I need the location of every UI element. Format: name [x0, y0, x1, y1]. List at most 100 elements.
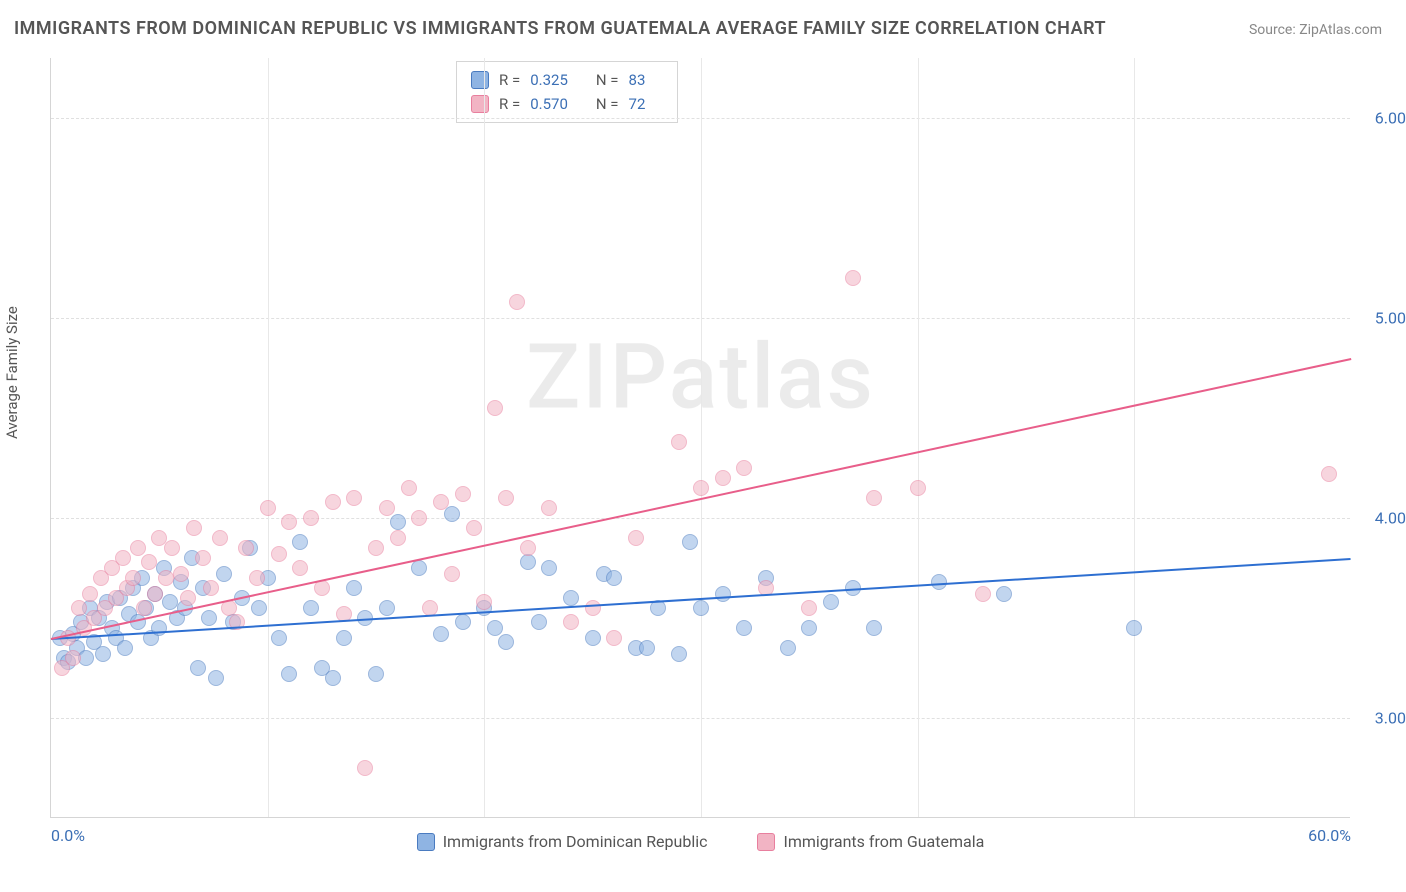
legend-n-value: 83 — [629, 68, 646, 92]
scatter-point — [173, 566, 189, 582]
scatter-point — [996, 586, 1012, 602]
scatter-point — [866, 620, 882, 636]
source-attribution: Source: ZipAtlas.com — [1249, 22, 1382, 38]
scatter-point — [455, 486, 471, 502]
scatter-point — [444, 506, 460, 522]
y-tick-label: 5.00 — [1375, 309, 1406, 328]
scatter-point — [801, 620, 817, 636]
scatter-point — [433, 494, 449, 510]
scatter-point — [249, 570, 265, 586]
scatter-point — [379, 600, 395, 616]
scatter-point — [585, 630, 601, 646]
legend-swatch — [471, 95, 489, 113]
scatter-point — [801, 600, 817, 616]
x-tick-label: 60.0% — [1308, 826, 1351, 845]
scatter-point — [65, 650, 81, 666]
scatter-point — [303, 600, 319, 616]
scatter-point — [498, 634, 514, 650]
scatter-point — [201, 610, 217, 626]
scatter-point — [693, 480, 709, 496]
legend-item: Immigrants from Dominican Republic — [417, 832, 708, 851]
legend-item: Immigrants from Guatemala — [757, 832, 984, 851]
scatter-point — [455, 614, 471, 630]
scatter-point — [216, 566, 232, 582]
scatter-point — [292, 534, 308, 550]
scatter-point — [715, 586, 731, 602]
legend-swatch — [471, 71, 489, 89]
scatter-point — [82, 586, 98, 602]
scatter-point — [520, 554, 536, 570]
legend-label: Immigrants from Dominican Republic — [443, 832, 708, 851]
scatter-point — [325, 670, 341, 686]
scatter-point — [141, 554, 157, 570]
scatter-point — [401, 480, 417, 496]
scatter-point — [212, 530, 228, 546]
scatter-point — [368, 540, 384, 556]
y-axis-label: Average Family Size — [3, 306, 21, 439]
scatter-point — [71, 600, 87, 616]
scatter-point — [433, 626, 449, 642]
scatter-point — [271, 630, 287, 646]
scatter-point — [390, 514, 406, 530]
scatter-point — [336, 630, 352, 646]
scatter-point — [823, 594, 839, 610]
scatter-point — [303, 510, 319, 526]
y-tick-label: 6.00 — [1375, 109, 1406, 128]
scatter-point — [379, 500, 395, 516]
scatter-point — [671, 646, 687, 662]
x-tick-label: 0.0% — [51, 826, 85, 845]
scatter-point — [390, 530, 406, 546]
scatter-point — [208, 670, 224, 686]
scatter-point — [1126, 620, 1142, 636]
scatter-point — [487, 620, 503, 636]
scatter-point — [357, 760, 373, 776]
legend-n-value: 72 — [629, 92, 646, 116]
legend-row: R = 0.570 N = 72 — [471, 92, 663, 116]
scatter-point — [466, 520, 482, 536]
scatter-point — [780, 640, 796, 656]
scatter-point — [238, 540, 254, 556]
y-tick-label: 4.00 — [1375, 509, 1406, 528]
legend-swatch — [757, 833, 775, 851]
scatter-point — [271, 546, 287, 562]
scatter-point — [736, 460, 752, 476]
scatter-point — [117, 640, 133, 656]
legend-series: Immigrants from Dominican Republic Immig… — [51, 832, 1350, 851]
scatter-point — [162, 594, 178, 610]
scatter-point — [541, 560, 557, 576]
y-tick-label: 3.00 — [1375, 709, 1406, 728]
scatter-point — [866, 490, 882, 506]
scatter-point — [147, 586, 163, 602]
scatter-point — [487, 400, 503, 416]
scatter-point — [693, 600, 709, 616]
scatter-point — [715, 470, 731, 486]
scatter-point — [975, 586, 991, 602]
scatter-point — [180, 590, 196, 606]
scatter-point — [628, 530, 644, 546]
scatter-point — [563, 590, 579, 606]
scatter-point — [346, 580, 362, 596]
scatter-point — [346, 490, 362, 506]
legend-label: Immigrants from Guatemala — [783, 832, 984, 851]
scatter-point — [671, 434, 687, 450]
scatter-point — [444, 566, 460, 582]
legend-n-label: N = — [596, 68, 619, 92]
legend-swatch — [417, 833, 435, 851]
scatter-point — [682, 534, 698, 550]
grid-line — [268, 58, 269, 817]
scatter-point — [509, 294, 525, 310]
grid-line — [484, 58, 485, 817]
grid-line — [1134, 58, 1135, 817]
scatter-point — [411, 510, 427, 526]
chart-title: IMMIGRANTS FROM DOMINICAN REPUBLIC VS IM… — [14, 18, 1106, 39]
legend-r-label: R = — [499, 92, 520, 116]
scatter-point — [281, 514, 297, 530]
scatter-point — [1321, 466, 1337, 482]
scatter-point — [498, 490, 514, 506]
scatter-point — [910, 480, 926, 496]
legend-r-value: 0.325 — [530, 68, 568, 92]
legend-stats: R = 0.325 N = 83 R = 0.570 N = 72 — [456, 61, 678, 123]
plot-area: ZIPatlas R = 0.325 N = 83 R = 0.570 N = … — [50, 58, 1350, 818]
scatter-point — [292, 560, 308, 576]
scatter-point — [411, 560, 427, 576]
